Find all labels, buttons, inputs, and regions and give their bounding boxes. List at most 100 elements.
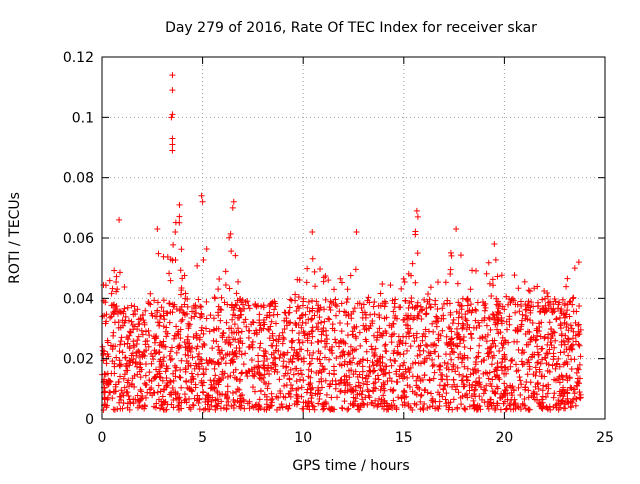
roti-point [181,391,188,398]
roti-point [251,388,258,395]
roti-point [275,394,282,401]
roti-point [147,290,154,297]
roti-point [529,319,536,326]
roti-point [412,304,419,311]
roti-point [290,371,297,378]
roti-point [359,388,366,395]
roti-point [352,266,359,273]
roti-point [256,344,263,351]
roti-point [433,323,440,330]
roti-point [329,350,336,357]
roti-point [169,385,176,392]
roti-point [388,333,395,340]
roti-point [337,379,344,386]
roti-point [261,321,268,328]
roti-point [168,401,175,408]
roti-point [447,249,454,256]
roti-point [265,326,272,333]
roti-point [103,380,110,387]
roti-point [570,294,577,301]
roti-point [248,341,255,348]
roti-point [146,369,153,376]
roti-point [194,392,201,399]
roti-point [102,401,109,408]
roti-point [297,367,304,374]
roti-point [456,371,463,378]
roti-point [480,370,487,377]
roti-point [198,379,205,386]
roti-point [390,320,397,327]
roti-point [312,283,319,290]
roti-point [154,307,161,314]
roti-point [105,394,112,401]
roti-point [226,234,233,241]
roti-point [295,355,302,362]
roti-point [182,290,189,297]
roti-point [236,386,243,393]
roti-point [260,347,267,354]
roti-point [160,297,167,304]
roti-point [135,316,142,323]
roti-point [422,341,429,348]
roti-point [167,348,174,355]
roti-point [191,395,198,402]
roti-point [326,356,333,363]
roti-point [215,309,222,316]
roti-point [569,295,576,302]
roti-point [315,326,322,333]
roti-point [515,285,522,292]
roti-point [125,393,132,400]
roti-point [228,248,235,255]
roti-point [240,319,247,326]
roti-point [564,307,571,314]
roti-point [566,313,573,320]
roti-point [240,396,247,403]
roti-point [256,311,263,318]
roti-point [295,294,302,301]
roti-point [535,351,542,358]
roti-point [162,343,169,350]
roti-point [521,278,528,285]
roti-point [272,303,279,310]
roti-point [157,388,164,395]
roti-point [475,319,482,326]
roti-point [359,363,366,370]
roti-point [561,341,568,348]
roti-point [253,303,260,310]
roti-point [538,346,545,353]
roti-point [551,344,558,351]
roti-point [172,257,179,264]
roti-point [576,361,583,368]
roti-point [525,298,532,305]
roti-point [108,290,115,297]
roti-point [576,342,583,349]
roti-point [433,342,440,349]
roti-point [187,406,194,413]
roti-point [345,351,352,358]
roti-point [393,368,400,375]
roti-point [274,311,281,318]
roti-point [444,360,451,367]
roti-point [296,305,303,312]
roti-point [154,319,161,326]
roti-point [163,406,170,413]
roti-point [323,336,330,343]
roti-point [551,390,558,397]
roti-point [504,390,511,397]
roti-point [277,351,284,358]
roti-point [145,300,152,307]
roti-point [167,256,174,263]
roti-point [222,268,229,275]
roti-point [434,306,441,313]
roti-point [308,395,315,402]
roti-point [116,393,123,400]
roti-point [281,309,288,316]
roti-point [519,317,526,324]
roti-point [245,334,252,341]
roti-point [138,327,145,334]
roti-point [292,365,299,372]
roti-point [156,322,163,329]
roti-point [302,320,309,327]
roti-point [117,373,124,380]
roti-point [532,372,539,379]
